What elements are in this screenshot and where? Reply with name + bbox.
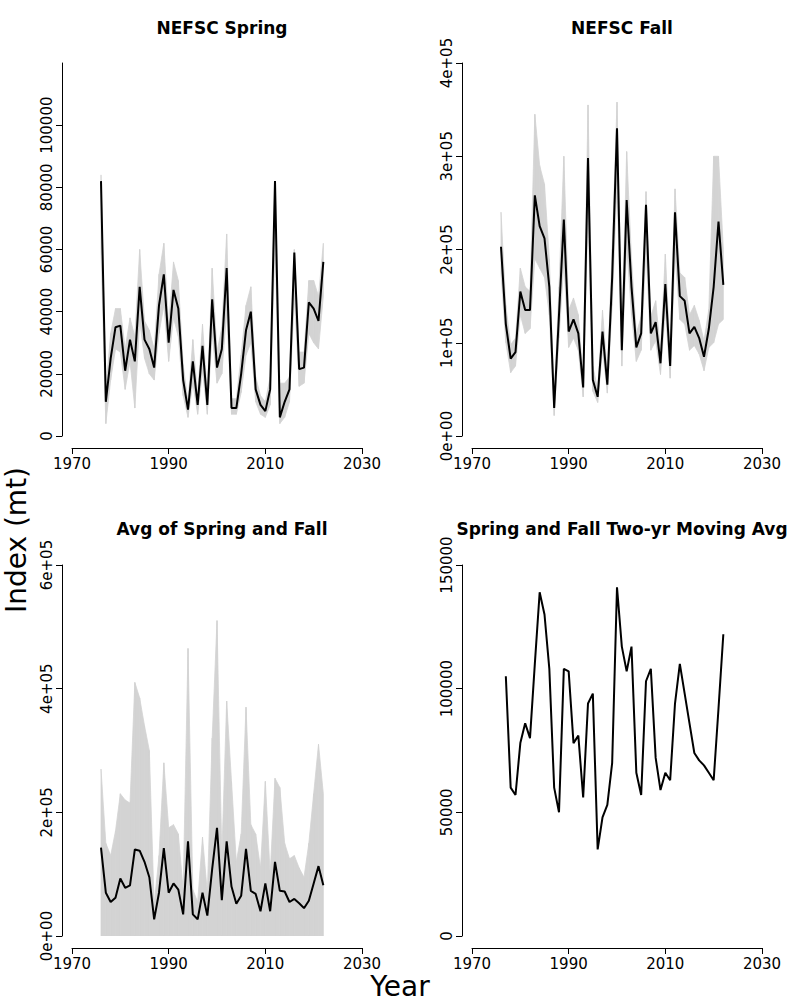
svg-text:2e+05: 2e+05	[38, 787, 56, 837]
svg-text:3e+05: 3e+05	[438, 131, 456, 181]
svg-text:1970: 1970	[53, 455, 91, 473]
svg-text:2030: 2030	[343, 455, 381, 473]
svg-text:2030: 2030	[743, 955, 781, 973]
svg-text:0e+00: 0e+00	[437, 410, 456, 462]
svg-text:Spring and Fall Two-yr Moving: Spring and Fall Two-yr Moving Avg	[456, 519, 787, 539]
svg-text:2030: 2030	[743, 455, 781, 473]
svg-text:4e+05: 4e+05	[38, 663, 56, 713]
svg-text:40000: 40000	[38, 288, 56, 336]
svg-text:80000: 80000	[38, 163, 56, 211]
svg-text:1970: 1970	[453, 955, 491, 973]
svg-text:1e+05: 1e+05	[438, 318, 456, 368]
svg-text:2010: 2010	[646, 455, 684, 473]
svg-text:100000: 100000	[38, 97, 56, 154]
svg-text:1990: 1990	[550, 455, 588, 473]
svg-text:60000: 60000	[38, 226, 56, 274]
svg-text:Avg of Spring and Fall: Avg of Spring and Fall	[117, 519, 328, 539]
svg-text:6e+05: 6e+05	[38, 540, 56, 590]
svg-text:20000: 20000	[38, 350, 56, 398]
svg-text:150000: 150000	[438, 536, 456, 593]
svg-text:0: 0	[438, 931, 456, 941]
svg-text:0: 0	[38, 431, 56, 441]
svg-text:Year: Year	[369, 970, 430, 1000]
svg-text:2e+05: 2e+05	[438, 224, 456, 274]
svg-text:1990: 1990	[550, 955, 588, 973]
svg-text:50000: 50000	[438, 788, 456, 836]
svg-text:1970: 1970	[53, 955, 91, 973]
svg-text:2030: 2030	[343, 955, 381, 973]
svg-text:1990: 1990	[150, 955, 188, 973]
svg-text:NEFSC Fall: NEFSC Fall	[571, 18, 673, 38]
svg-text:2010: 2010	[246, 955, 284, 973]
svg-text:2010: 2010	[646, 955, 684, 973]
svg-text:2010: 2010	[246, 455, 284, 473]
svg-text:4e+05: 4e+05	[438, 38, 456, 88]
svg-text:0e+00: 0e+00	[37, 910, 56, 962]
svg-text:1970: 1970	[453, 455, 491, 473]
svg-text:100000: 100000	[438, 660, 456, 717]
svg-text:NEFSC Spring: NEFSC Spring	[157, 18, 288, 38]
svg-text:Index (mt): Index (mt)	[0, 467, 33, 613]
svg-text:1990: 1990	[150, 455, 188, 473]
